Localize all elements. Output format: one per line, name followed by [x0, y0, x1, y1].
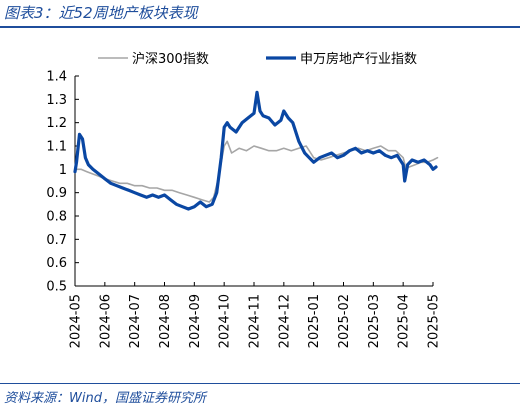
y-tick-label: 0.6 — [46, 256, 67, 271]
x-tick-label: 2025-03 — [367, 294, 382, 348]
y-tick-label: 0.5 — [46, 280, 67, 295]
series-line-0 — [74, 140, 439, 203]
y-tick-label: 0.7 — [46, 233, 67, 248]
y-tick-label: 0.8 — [46, 210, 67, 225]
figure-title: 图表3：近52周地产板块表现 — [4, 4, 198, 22]
x-tick-label: 2024-11 — [248, 294, 263, 348]
y-tick-label: 1.4 — [46, 70, 67, 85]
y-tick-label: 1.2 — [46, 116, 67, 131]
legend: 沪深300指数 申万房地产行业指数 — [98, 51, 417, 67]
y-tick-label: 1.3 — [46, 93, 67, 108]
x-tick-label: 2024-10 — [218, 294, 233, 348]
y-tick-label: 1 — [59, 163, 67, 178]
x-tick-label: 2024-09 — [188, 294, 203, 348]
series-line-1 — [73, 90, 438, 211]
x-tick-label: 2024-05 — [69, 294, 84, 348]
y-tick-label: 0.9 — [46, 186, 67, 201]
x-axis: 2024-05 2024-06 2024-07 2024-08 2024-09 2024-… — [69, 282, 442, 348]
x-tick-label: 2024-07 — [128, 294, 143, 348]
x-tick-label: 2024-06 — [98, 294, 113, 348]
x-tick-label: 2025-02 — [337, 294, 352, 348]
x-tick-label: 2024-08 — [158, 294, 173, 348]
x-tick-label: 2025-05 — [427, 294, 442, 348]
x-tick-label: 2025-04 — [397, 294, 412, 348]
y-axis: 0.5 0.6 0.7 0.8 0.9 1 1.1 1.2 1.3 1.4 — [46, 70, 79, 295]
source-rule — [0, 383, 520, 384]
legend-label-0: 沪深300指数 — [132, 51, 209, 67]
title-rule — [0, 26, 520, 28]
source-note: 资料来源：Wind，国盛证券研究所 — [4, 391, 206, 406]
x-tick-label: 2024-12 — [277, 294, 292, 348]
x-tick-label: 2025-01 — [307, 294, 322, 348]
series-layer — [73, 90, 439, 211]
y-tick-label: 1.1 — [46, 140, 67, 155]
legend-label-1: 申万房地产行业指数 — [300, 51, 417, 67]
